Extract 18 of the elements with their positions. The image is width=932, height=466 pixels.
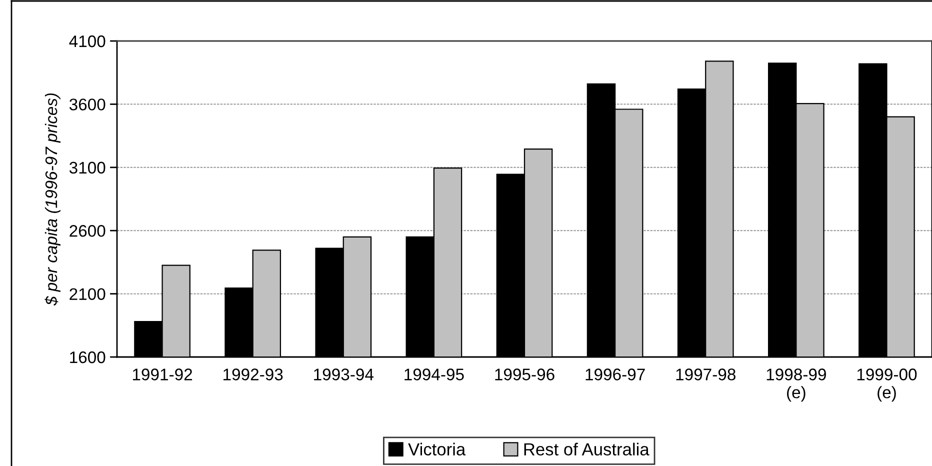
y-tick-label: 1600 — [70, 351, 106, 364]
y-tick-label: 2100 — [70, 288, 106, 300]
x-tick-label: 1992-93 — [224, 368, 283, 380]
legend-label: Rest of Australia — [524, 442, 650, 456]
x-tick-label: 1997-98 — [676, 368, 736, 380]
x-tick-label: 1998-99 (e) — [766, 368, 826, 402]
x-tick-label: 1991-92 — [132, 368, 192, 380]
y-tick-label: 3100 — [69, 162, 106, 174]
y-axis-title: $ per capita (1996-97 prices) — [44, 93, 60, 306]
y-tick-label: 2600 — [70, 225, 106, 237]
y-tick-label: 4100 — [69, 35, 106, 48]
x-tick-label: 1993-94 — [314, 368, 374, 380]
x-tick-label: 1996-97 — [586, 368, 645, 380]
legend-label: Victoria — [408, 442, 466, 456]
x-tick-label: 1994-95 — [404, 368, 464, 380]
y-tick-label: 3600 — [69, 98, 106, 110]
x-tick-label: 1995-96 — [495, 368, 554, 380]
x-tick-label: 1999-00 (e) — [857, 368, 917, 402]
